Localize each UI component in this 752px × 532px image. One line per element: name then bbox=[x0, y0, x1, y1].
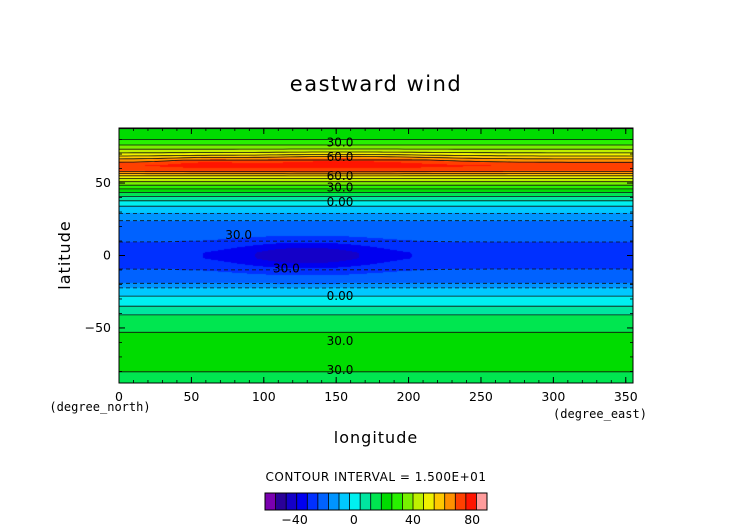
colorbar-swatch bbox=[402, 493, 414, 510]
colorbar-tick-label: 40 bbox=[405, 512, 421, 527]
y-axis: −50 0 50 bbox=[85, 139, 633, 372]
contour-line bbox=[119, 154, 633, 157]
y-tick-label: −50 bbox=[85, 320, 111, 335]
y-axis-label: latitude bbox=[55, 220, 74, 289]
contour-label: 30.0 bbox=[327, 334, 354, 348]
x-tick-label: 150 bbox=[324, 389, 348, 404]
colorbar-swatch bbox=[296, 493, 308, 510]
y-tick-label: 0 bbox=[103, 248, 111, 263]
x-tick-label: 50 bbox=[183, 389, 199, 404]
colorbar-swatch bbox=[275, 493, 287, 510]
colorbar-swatch bbox=[339, 493, 350, 510]
colorbar-swatch bbox=[465, 493, 477, 510]
colorbar-swatch bbox=[307, 493, 319, 510]
colorbar-swatch bbox=[444, 493, 456, 510]
colorbar-swatch bbox=[434, 493, 446, 510]
contour-interval-label: CONTOUR INTERVAL = 1.500E+01 bbox=[266, 470, 487, 484]
contour-label: 30.0 bbox=[225, 228, 252, 242]
colorbar-swatch bbox=[381, 493, 393, 510]
contour-line bbox=[119, 268, 633, 271]
colorbar-swatch bbox=[328, 493, 340, 510]
x-axis-label: longitude bbox=[334, 428, 418, 447]
contour-label: 30.0 bbox=[273, 262, 300, 276]
shaded-field bbox=[119, 128, 633, 383]
contour-line bbox=[119, 240, 633, 243]
x-tick-label: 300 bbox=[541, 389, 565, 404]
colorbar-swatch bbox=[317, 493, 329, 510]
contour-lines bbox=[118, 128, 633, 373]
colorbar-tick-label: 80 bbox=[464, 512, 480, 527]
x-tick-label: 350 bbox=[614, 389, 638, 404]
colorbar-swatch bbox=[286, 493, 298, 510]
x-tick-label: 0 bbox=[115, 389, 123, 404]
colorbar-swatch bbox=[391, 493, 403, 510]
x-unit-label: (degree_east) bbox=[553, 407, 647, 421]
colorbar-swatch bbox=[349, 493, 361, 510]
contour-label: 30.0 bbox=[327, 180, 354, 194]
colorbar-swatch bbox=[455, 493, 467, 510]
colorbar-tick-label: 0 bbox=[350, 512, 358, 527]
colorbar-swatch bbox=[413, 493, 424, 510]
x-tick-label: 100 bbox=[252, 389, 276, 404]
y-tick-label: 50 bbox=[95, 175, 111, 190]
colorbar-swatch bbox=[423, 493, 435, 510]
colorbar-swatch bbox=[476, 493, 488, 510]
colorbar: −40 0 40 80 bbox=[264, 492, 488, 527]
contour-label: 60.0 bbox=[327, 169, 354, 183]
colorbar-swatch bbox=[360, 493, 372, 510]
contour-line bbox=[118, 159, 633, 163]
contour-label: 60.0 bbox=[327, 150, 354, 164]
x-tick-label: 200 bbox=[397, 389, 421, 404]
contour-line bbox=[119, 151, 633, 154]
colorbar-swatch bbox=[265, 493, 276, 510]
contour-label: 30.0 bbox=[327, 363, 354, 377]
contour-label: 30.0 bbox=[327, 135, 354, 149]
y-unit-label: (degree_north) bbox=[49, 400, 150, 414]
contour-line bbox=[118, 156, 633, 160]
colorbar-frame bbox=[264, 492, 488, 511]
x-axis: 0 50 100 150 200 250 300 350 bbox=[115, 128, 638, 404]
colorbar-tick-label: −40 bbox=[281, 512, 307, 527]
x-tick-label: 250 bbox=[469, 389, 493, 404]
chart-title: eastward wind bbox=[290, 72, 462, 96]
contour-label: 0.00 bbox=[327, 195, 354, 209]
contour-label: 0.00 bbox=[327, 289, 354, 303]
colorbar-swatch bbox=[370, 493, 382, 510]
